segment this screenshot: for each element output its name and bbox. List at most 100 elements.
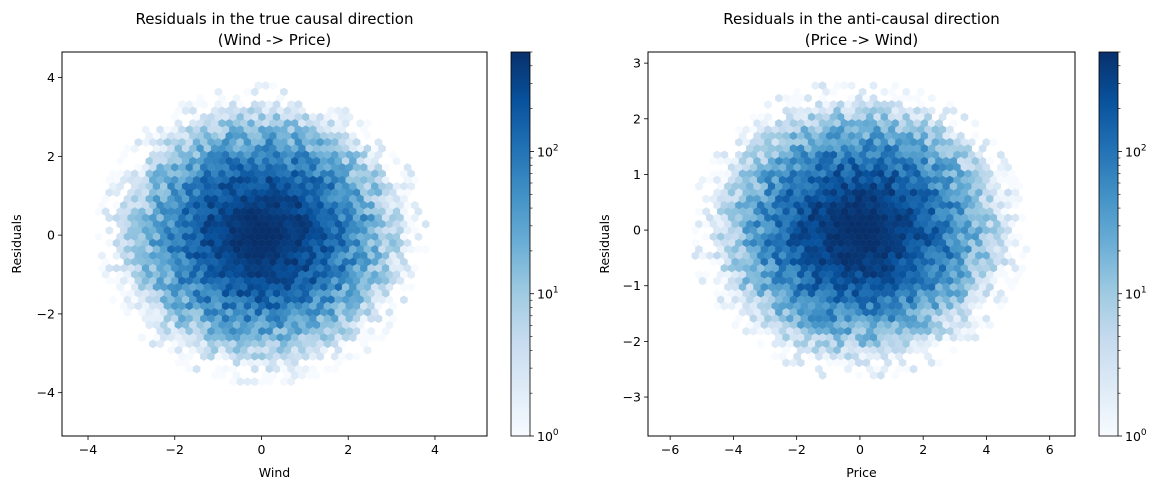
hexbin-cell (775, 93, 783, 103)
hexbin-cell (192, 364, 201, 374)
chart-subtitle: (Price -> Wind) (805, 31, 919, 49)
hexbin-cell (323, 364, 332, 374)
colorbar-tick-exponent: 2 (1141, 143, 1147, 153)
hexbin-cell (105, 238, 114, 248)
hexbin-cell (1007, 282, 1016, 292)
x-axis-label: Price (846, 465, 877, 480)
colorbar-tick-label: 102 (537, 143, 559, 159)
hexbin-cell (702, 194, 710, 204)
hexbin-cell (695, 182, 703, 191)
hexbin-cell (94, 232, 103, 242)
chart-wind-price: Residuals in the true causal direction (… (9, 10, 559, 480)
hexbin-cell (909, 364, 918, 374)
hexbin-cell (243, 377, 252, 387)
x-tick-label: 4 (982, 442, 990, 457)
hexbin-cell (811, 81, 820, 90)
hexbin-cell (844, 364, 852, 374)
hexbin-cell (971, 333, 980, 342)
hexbin-layer (94, 81, 430, 387)
hexbin-cell (378, 333, 386, 342)
colorbar-gradient (1099, 52, 1118, 436)
y-tick-label: 3 (633, 56, 641, 71)
hexbin-cell (891, 371, 900, 380)
hexbin-cell (250, 87, 259, 97)
hexbin-cell (975, 301, 983, 311)
colorbar-tick-label: 101 (1125, 286, 1147, 302)
colorbar-tick-label: 100 (537, 428, 559, 444)
hexbin-cell (130, 144, 139, 153)
hexbin-cell (931, 339, 940, 349)
y-tick-label: 2 (633, 111, 641, 126)
x-tick-label: −4 (79, 442, 97, 457)
plot-frame (61, 51, 488, 437)
hexbin-layer (691, 81, 1031, 380)
hexbin-cell (695, 207, 703, 216)
y-axis-label: Residuals (9, 214, 24, 273)
colorbar-frame (510, 51, 531, 437)
hexbin-cell (702, 232, 710, 242)
y-tick-label: 1 (633, 167, 641, 182)
hexbin-cell (877, 371, 885, 380)
y-tick-label: −2 (623, 334, 641, 349)
colorbar-frame (1098, 51, 1119, 437)
hexbin-cell (265, 377, 274, 387)
hexbin-cell (116, 156, 124, 166)
hexbin-cell (421, 219, 430, 229)
x-tick-label: 0 (258, 442, 266, 457)
hexbin-cell (218, 371, 226, 380)
y-tick-label: −3 (623, 390, 641, 405)
hexbin-cell (105, 226, 114, 235)
colorbar-gradient (511, 52, 530, 436)
hexbin-cell (123, 308, 132, 317)
chart-price-wind: Residuals in the anti-causal direction (… (597, 10, 1147, 480)
hexbin-cell (771, 352, 780, 361)
colorbar-tick-label: 100 (1125, 428, 1147, 444)
hexbin-cell (352, 352, 361, 361)
hexbin-cell (250, 364, 259, 374)
hexbin-cell (1011, 238, 1020, 248)
y-tick-label: −1 (623, 278, 641, 293)
hexbin-cell (1018, 213, 1027, 223)
colorbar-tick-exponent: 2 (553, 143, 559, 153)
colorbar-tick-exponent: 0 (553, 428, 559, 438)
x-tick-label: 2 (919, 442, 927, 457)
hexbin-cell (407, 282, 415, 292)
x-axis: −4 −2 0 2 4 (79, 436, 439, 457)
chart-title: Residuals in the true causal direction (136, 10, 414, 28)
hexbin-cell (243, 87, 252, 97)
hexbin-cell (138, 333, 146, 342)
hexbin-cell (935, 358, 943, 368)
hexbin-cell (421, 245, 430, 254)
hexbin-cell (1011, 200, 1020, 210)
colorbar-ticks: 100 101 102 (530, 51, 559, 444)
hexbin-cell (698, 276, 707, 286)
hexbin-cell (997, 301, 1005, 311)
hexbin-cell (400, 295, 408, 305)
x-tick-label: −2 (166, 442, 184, 457)
hexbin-cell (840, 81, 849, 90)
colorbar-ticks: 100 101 102 (1118, 51, 1147, 444)
colorbar-tick-label: 102 (1125, 143, 1147, 159)
hexbin-cell (363, 345, 372, 355)
hexbin-cell (960, 112, 969, 122)
hexbin-cell (414, 245, 423, 254)
hexbin-cell (869, 81, 878, 90)
x-tick-label: 2 (344, 442, 352, 457)
hexbin-cell (1018, 251, 1027, 261)
plot-frame (647, 51, 1076, 437)
colorbar-tick-label: 101 (537, 286, 559, 302)
hexbin-cell (261, 81, 270, 90)
y-tick-label: 0 (633, 223, 641, 238)
hexbin-cell (986, 320, 994, 330)
hexbin-cell (691, 226, 700, 235)
chart-subtitle: (Wind -> Price) (218, 31, 332, 49)
hexbin-cell (855, 371, 863, 380)
y-tick-label: −4 (37, 385, 55, 400)
y-tick-label: 2 (47, 149, 55, 164)
hexbin-cell (312, 371, 321, 380)
x-tick-label: −4 (724, 442, 742, 457)
y-axis: −4 −2 0 2 4 (37, 70, 62, 400)
x-tick-label: −6 (661, 442, 679, 457)
x-tick-label: 4 (431, 442, 439, 457)
